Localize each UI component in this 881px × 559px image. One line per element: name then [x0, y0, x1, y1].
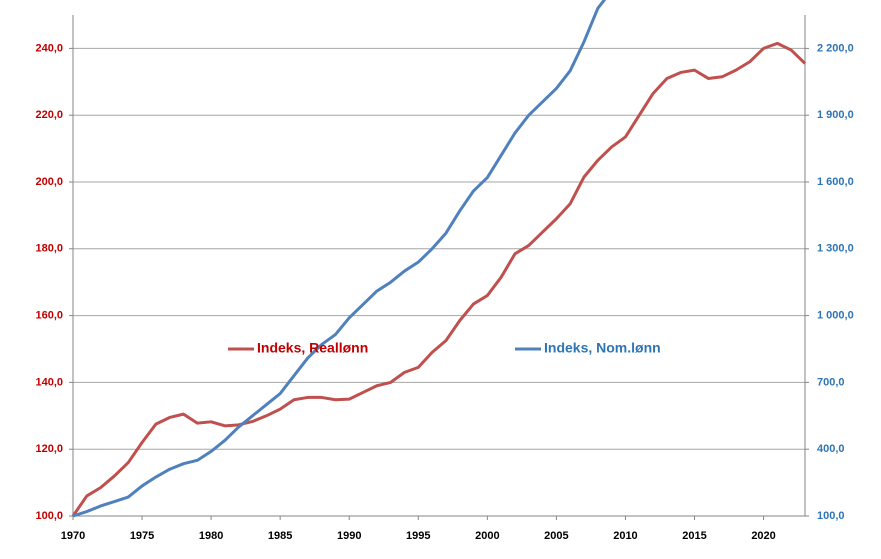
y-tick-label: 160,0: [35, 310, 63, 322]
x-tick-label: 1970: [61, 530, 85, 542]
x-tick-label: 2000: [475, 530, 499, 542]
x-tick-label: 2005: [544, 530, 568, 542]
y2-tick-label: 1 600,0: [817, 176, 854, 188]
y2-tick-label: 2 200,0: [817, 42, 854, 54]
y2-tick-label: 400,0: [817, 443, 845, 455]
y-tick-label: 140,0: [35, 376, 63, 388]
legend-label: Indeks, Nom.lønn: [544, 340, 661, 356]
y2-tick-label: 1 000,0: [817, 310, 854, 322]
y2-tick-label: 100,0: [817, 510, 845, 522]
line-series: [72, 0, 607, 518]
x-tick-label: 1990: [337, 530, 361, 542]
y2-tick-label: 1 300,0: [817, 243, 854, 255]
y-tick-label: 100,0: [35, 510, 63, 522]
x-tick-label: 1980: [199, 530, 223, 542]
y2-tick-label: 1 900,0: [817, 109, 854, 121]
y2-tick-label: 700,0: [817, 376, 845, 388]
y-tick-label: 200,0: [35, 176, 63, 188]
x-tick-label: 2010: [613, 530, 637, 542]
x-tick-label: 1995: [406, 530, 430, 542]
x-tick-label: 1985: [268, 530, 292, 542]
legend-label: Indeks, Reallønn: [257, 340, 368, 356]
x-tick-label: 2020: [751, 530, 775, 542]
x-tick-label: 2015: [682, 530, 706, 542]
y-tick-label: 240,0: [35, 42, 63, 54]
x-tick-label: 1975: [130, 530, 154, 542]
line-series: [71, 41, 807, 517]
y-tick-label: 180,0: [35, 243, 63, 255]
y-tick-label: 220,0: [35, 109, 63, 121]
y-tick-label: 120,0: [35, 443, 63, 455]
